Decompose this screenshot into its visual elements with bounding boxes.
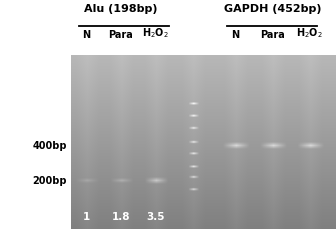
Text: Alu (198bp): Alu (198bp) bbox=[84, 4, 158, 14]
Text: 1.8: 1.8 bbox=[112, 212, 130, 223]
Text: N: N bbox=[231, 30, 239, 40]
Text: Para: Para bbox=[109, 30, 133, 40]
Text: Para: Para bbox=[260, 30, 285, 40]
Text: GAPDH (452bp): GAPDH (452bp) bbox=[223, 4, 321, 14]
Text: H$_2$O$_2$: H$_2$O$_2$ bbox=[296, 26, 323, 40]
Text: 3.5: 3.5 bbox=[146, 212, 165, 223]
Text: 1: 1 bbox=[83, 212, 90, 223]
Text: N: N bbox=[82, 30, 90, 40]
Text: 400bp: 400bp bbox=[33, 141, 67, 151]
Text: H$_2$O$_2$: H$_2$O$_2$ bbox=[142, 26, 169, 40]
Text: 200bp: 200bp bbox=[33, 176, 67, 186]
